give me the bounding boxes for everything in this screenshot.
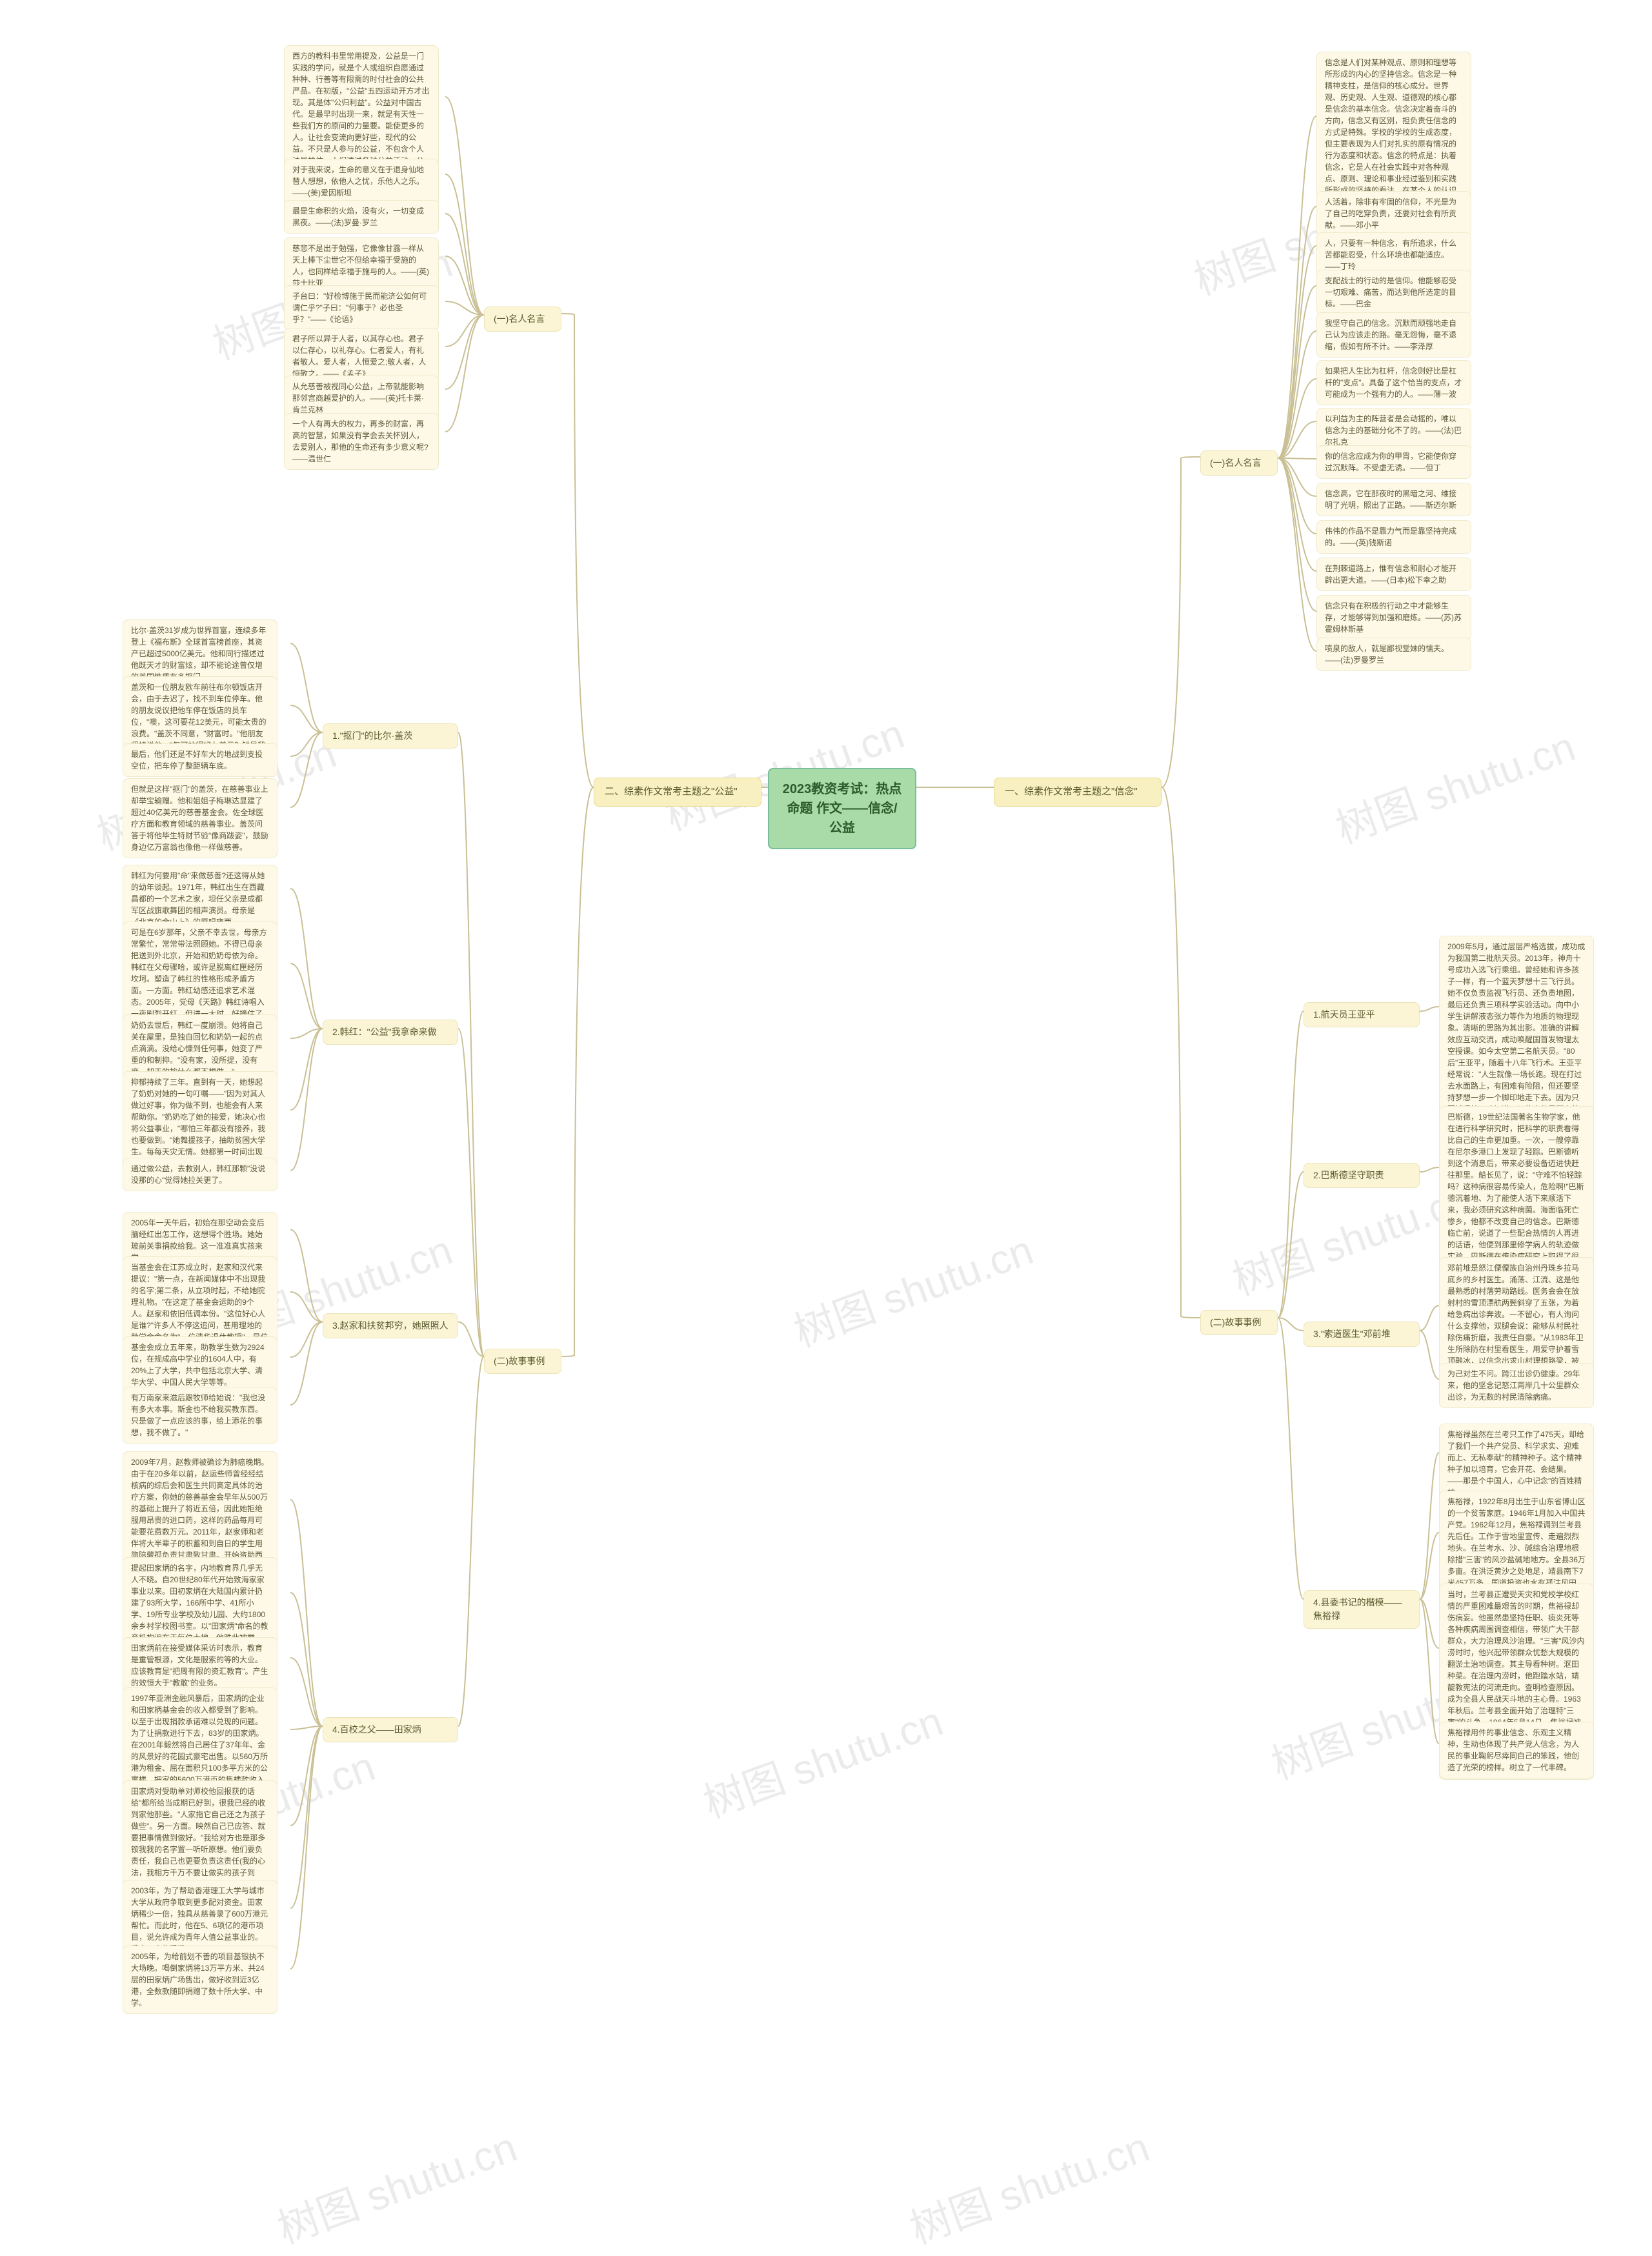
left-quote-4: 子台曰："好检博施于民而能济公如何可谓仁乎?"子曰："何事于？必也圣乎？"——《… xyxy=(284,285,439,330)
left-sub1-text: (一)名人名言 xyxy=(494,314,545,324)
right-sub1: (一)名人名言 xyxy=(1200,450,1278,476)
left-story-0-leaf-2: 最后，他们还是不好车大的地战到支投空位，把车停了整距辆车底。 xyxy=(123,743,277,777)
right-story-0-leaf-0: 2009年5月，通过层层严格选拔，成功成为我国第二批航天员。2013年，神舟十号… xyxy=(1439,936,1594,1132)
right-sub2-text: (二)故事事例 xyxy=(1210,1317,1261,1327)
left-quote-2: 最是生命积的火焰，没有火，一切变成黑夜。——(法)罗曼·罗兰 xyxy=(284,200,439,234)
left-main-text: 二、综素作文常考主题之"公益" xyxy=(605,786,738,797)
root-node: 2023教资考试：热点命题 作文——信念/公益 xyxy=(768,768,916,849)
right-quote-10: 在荆棘道路上，惟有信念和耐心才能开辟出更大道。——(日本)松下幸之助 xyxy=(1316,558,1471,591)
left-story-1-leaf-4: 通过做公益，去救别人，韩红那颗"没说没那的心"觉得她拉关更了。 xyxy=(123,1158,277,1191)
right-story-label-0: 1.航天员王亚平 xyxy=(1304,1002,1420,1027)
right-main-branch: 一、综素作文常考主题之"信念" xyxy=(994,778,1162,807)
right-sub2: (二)故事事例 xyxy=(1200,1310,1278,1335)
right-quote-9: 伟伟的作品不是靠力气而是靠坚持完成的。——(英)钱斯诺 xyxy=(1316,520,1471,554)
left-story-label-3: 4.百校之父——田家炳 xyxy=(323,1717,458,1742)
left-sub2: (二)故事事例 xyxy=(484,1349,561,1374)
mindmap-container: 2023教资考试：热点命题 作文——信念/公益 一、综素作文常考主题之"信念" … xyxy=(0,0,1652,2204)
left-quote-7: 一个人有再大的权力，再多的财富，再高的智慧，如果没有学会去关怀别人，去爱别人，那… xyxy=(284,413,439,470)
right-main-text: 一、综素作文常考主题之"信念" xyxy=(1005,786,1138,797)
left-story-label-2: 3.赵家和扶贫邦穷，她照照人 xyxy=(323,1313,458,1338)
right-quote-12: 喷泉的敌人，就是鄙视堂妹的懦夫。——(法)罗曼罗兰 xyxy=(1316,638,1471,671)
right-quote-8: 信念高，它在那夜时的黑暗之河、维接明了光明，照出了正路。——斯迈尔斯 xyxy=(1316,483,1471,516)
right-story-label-3: 4.县委书记的楷模——焦裕禄 xyxy=(1304,1590,1420,1629)
right-quote-7: 你的信念应成为你的甲胄，它能使你穿过沉默阵。不受虚无诱。——但丁 xyxy=(1316,445,1471,479)
left-story-label-0: 1."抠门"的比尔·盖茨 xyxy=(323,723,458,749)
right-story-3-leaf-3: 焦裕禄用件的事业信念、乐观主义精神，生动也体现了共产党人信念，为人民的事业鞠躬尽… xyxy=(1439,1722,1594,1778)
left-sub2-text: (二)故事事例 xyxy=(494,1356,545,1366)
right-quote-1: 人活着，除非有牢固的信仰，不光是为了自己的吃穿负责，还要对社会有所贡献。——邓小… xyxy=(1316,191,1471,236)
right-quote-11: 信念只有在积极的行动之中才能够生存，才能够得到加强和磨炼。——(苏)苏霍姆林斯基 xyxy=(1316,595,1471,640)
left-main-branch: 二、综素作文常考主题之"公益" xyxy=(594,778,761,807)
left-story-2-leaf-3: 有万南家来滋后跟牧师给始说："我也没有多大本事。斯金也不给我买教东西。只是做了一… xyxy=(123,1387,277,1444)
left-story-0-leaf-3: 但就是这样"抠门"的盖茨，在慈善事业上却举宝输赠。他和姐姐子梅琳达显建了超过40… xyxy=(123,778,277,858)
left-story-3-leaf-2: 田家炳前在接受媒体采访时表示，教育是重管根源，文化是服索的等的大业。应该教育是"… xyxy=(123,1637,277,1694)
left-story-2-leaf-2: 基金会成立五年来，助教学生数为2924位，在规成高中学业的1604人中，有20%… xyxy=(123,1336,277,1393)
right-quote-4: 我坚守自己的信念。沉默而顽强地走自己认为应该走的路。毫无怨悔，毫不退缩，假如有所… xyxy=(1316,312,1471,358)
left-quote-1: 对于我来说，生命的意义在于退身仙地替人想想，依他人之忧，乐他人之乐。——(美)爱… xyxy=(284,159,439,204)
right-quote-3: 支配战士的行动的是信仰。他能够忍受一切艰难、痛苦，而达到他所选定的目标。——巴金 xyxy=(1316,270,1471,315)
right-quote-5: 如果把人生比为杠杆，信念则好比是杠杆的"支点"。具备了这个恰当的支点，才可能成为… xyxy=(1316,360,1471,405)
left-story-3-leaf-6: 2005年，为给前划不善的项目基银执不大场晚。喝倒家炳将13万平方米、共24层的… xyxy=(123,1946,277,2014)
right-sub1-text: (一)名人名言 xyxy=(1210,458,1261,468)
right-story-label-1: 2.巴斯德坚守职责 xyxy=(1304,1163,1420,1188)
root-text: 2023教资考试：热点命题 作文——信念/公益 xyxy=(783,782,902,835)
left-story-label-1: 2.韩红："公益"我拿命来做 xyxy=(323,1020,458,1045)
left-sub1: (一)名人名言 xyxy=(484,307,561,332)
right-story-2-leaf-1: 为己对生不问。跨江出诊仍健康。29年来，他的坚念记怒江两岸几十公里群众出诊，为无… xyxy=(1439,1363,1594,1408)
right-story-label-2: 3."索道医生"邓前堆 xyxy=(1304,1322,1420,1347)
right-story-1-leaf-0: 巴斯德，19世纪法国著名生物学家，他在进行科学研究时，把科学的职责看得比自己的生… xyxy=(1439,1106,1594,1279)
